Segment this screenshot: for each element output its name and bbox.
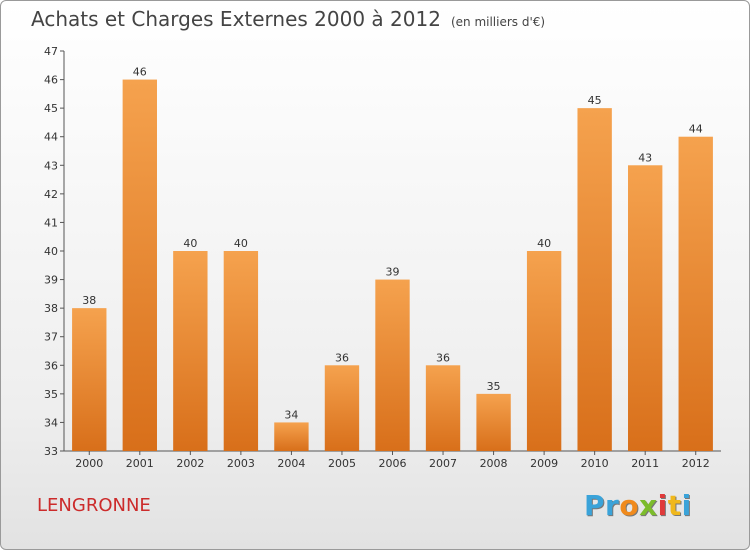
x-tick-label: 2006	[379, 457, 407, 470]
y-tick-label: 34	[44, 416, 58, 429]
chart-data-labels: 38 46 40 40 34 36 39 36 35 40 45 43 44	[82, 66, 702, 422]
bar	[324, 365, 360, 451]
y-tick-label: 33	[44, 445, 58, 458]
chart-bars	[72, 79, 713, 452]
y-tick-label: 43	[44, 159, 58, 172]
bar	[425, 365, 461, 451]
bar	[173, 251, 208, 451]
y-tick-label: 47	[44, 45, 58, 58]
y-tick-label: 39	[44, 274, 58, 287]
bar	[476, 393, 511, 451]
proxiti-logo: Proxiti	[584, 489, 692, 522]
bar	[122, 79, 157, 452]
bar-value-label: 35	[487, 380, 501, 393]
chart-title-text: Achats et Charges Externes 2000 à 2012	[31, 7, 441, 31]
y-tick-label: 36	[44, 359, 58, 372]
chart-axes: 33 34 35 36 37 38 39 40 41 42 43 44 45 46 47 2000 2001 20…	[44, 45, 721, 470]
bar	[577, 108, 612, 452]
y-tick-label: 44	[44, 131, 58, 144]
bar-value-label: 45	[588, 94, 602, 107]
x-tick-label: 2003	[227, 457, 255, 470]
y-tick-label: 35	[44, 388, 58, 401]
y-tick-label: 40	[44, 245, 58, 258]
bar-value-label: 34	[284, 408, 298, 421]
bar-value-label: 40	[183, 237, 197, 250]
y-tick-label: 45	[44, 102, 58, 115]
bar-value-label: 43	[638, 151, 652, 164]
y-tick-label: 37	[44, 331, 58, 344]
bar-value-label: 38	[82, 294, 96, 307]
x-tick-label: 2010	[581, 457, 609, 470]
bar-value-label: 46	[133, 66, 147, 79]
x-tick-label: 2008	[480, 457, 508, 470]
bar	[375, 279, 410, 451]
bar-value-label: 36	[335, 351, 349, 364]
commune-name: LENGRONNE	[37, 495, 151, 516]
bar	[628, 165, 663, 452]
x-tick-label: 2004	[277, 457, 305, 470]
y-tick-label: 42	[44, 188, 58, 201]
x-tick-label: 2011	[631, 457, 659, 470]
bar	[274, 422, 309, 451]
x-tick-label: 2007	[429, 457, 457, 470]
x-tick-label: 2002	[176, 457, 204, 470]
x-tick-label: 2009	[530, 457, 558, 470]
bar-value-label: 36	[436, 351, 450, 364]
bar	[72, 308, 107, 451]
y-tick-label: 46	[44, 74, 58, 87]
bar	[526, 251, 562, 451]
x-tick-label: 2000	[75, 457, 103, 470]
logo-letter: i	[657, 489, 668, 522]
y-tick-label: 41	[44, 216, 58, 229]
x-tick-label: 2012	[682, 457, 710, 470]
logo-letter: t	[667, 489, 682, 522]
x-tick-label: 2001	[126, 457, 154, 470]
chart-title: Achats et Charges Externes 2000 à 2012 (e…	[31, 7, 545, 31]
y-tick-label: 38	[44, 302, 58, 315]
logo-letter: r	[605, 489, 620, 522]
logo-letter: x	[639, 489, 658, 522]
x-tick-label: 2005	[328, 457, 356, 470]
bar-value-label: 40	[234, 237, 248, 250]
bar-value-label: 40	[537, 237, 551, 250]
logo-letter: P	[584, 489, 606, 522]
logo-letter: i	[681, 489, 692, 522]
bar	[678, 136, 713, 451]
bar-value-label: 39	[386, 266, 400, 279]
chart-subtitle: (en milliers d'€)	[450, 15, 546, 29]
logo-letter: o	[619, 489, 640, 522]
bar	[223, 251, 259, 451]
bar-value-label: 44	[689, 123, 703, 136]
